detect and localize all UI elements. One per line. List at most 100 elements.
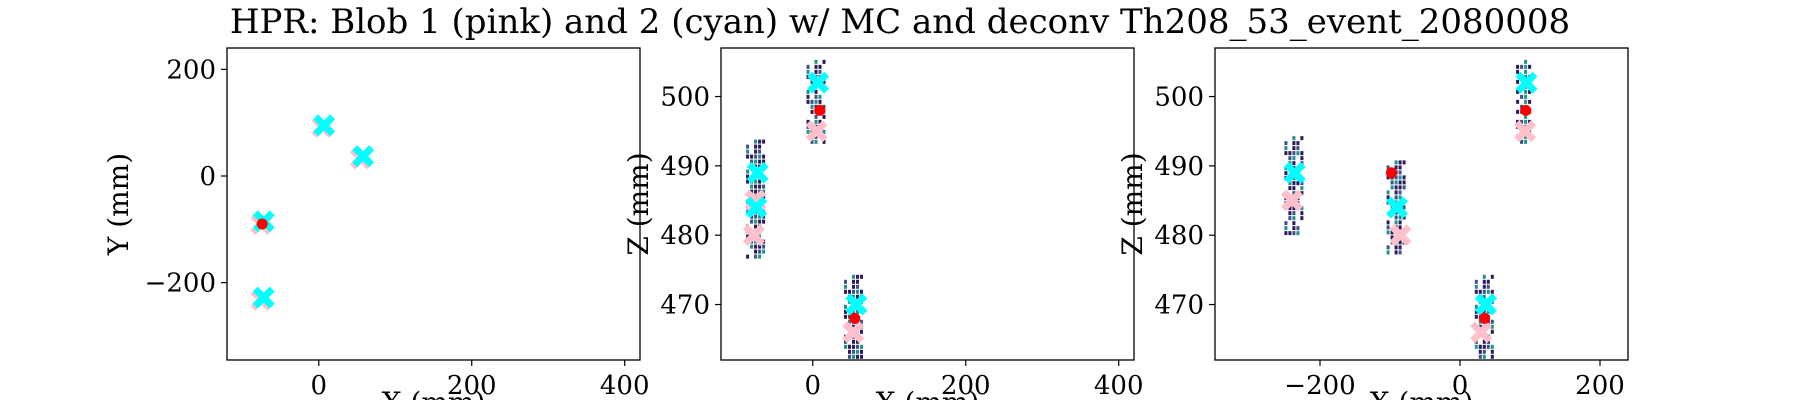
deconv-hit: [1398, 240, 1402, 245]
deconv-hit: [1490, 354, 1494, 359]
deconv-hit: [843, 344, 847, 349]
deconv-hit: [746, 169, 750, 174]
deconv-hit: [843, 314, 847, 319]
deconv-hit: [1300, 181, 1304, 186]
deconv-hit: [1394, 160, 1398, 165]
deconv-hit: [1300, 216, 1304, 221]
blob1-marker: [1470, 321, 1492, 344]
deconv-hit: [1386, 165, 1390, 170]
deconv-hit: [1386, 175, 1390, 180]
deconv-hit: [1296, 231, 1300, 236]
deconv-hit: [1300, 186, 1304, 191]
deconv-hit: [750, 184, 754, 189]
x-tick-label: −200: [1284, 371, 1355, 400]
deconv-hit: [762, 139, 766, 144]
deconv-hit: [1300, 211, 1304, 216]
deconv-hit: [1296, 146, 1300, 151]
deconv-hit: [814, 94, 818, 99]
deconv-hit: [1390, 230, 1394, 235]
x-axis-label: X (mm): [1370, 386, 1474, 400]
deconv-hit: [754, 254, 758, 259]
blob2-marker: [845, 293, 868, 316]
deconv-hit: [1292, 226, 1296, 231]
deconv-hit: [1284, 151, 1288, 156]
deconv-hit: [806, 94, 810, 99]
deconv-hit: [1516, 109, 1520, 114]
deconv-hit: [855, 289, 859, 294]
deconv-hit: [1402, 175, 1406, 180]
deconv-hit: [1486, 284, 1490, 289]
axes-frame: [1214, 47, 1629, 361]
deconv-hit: [1482, 339, 1486, 344]
y-axis-label: Z (mm): [622, 152, 655, 255]
deconv-hit: [758, 184, 762, 189]
blob1-marker: [742, 224, 765, 247]
deconv-hit: [1284, 226, 1288, 231]
deconv-hit: [1284, 171, 1288, 176]
deconv-hit: [750, 189, 754, 194]
deconv-hit: [750, 244, 754, 249]
mc-point: [814, 104, 826, 116]
deconv-hit: [1516, 79, 1520, 84]
deconv-hit: [859, 349, 863, 354]
deconv-hit: [1474, 284, 1478, 289]
deconv-hit: [1474, 289, 1478, 294]
deconv-hit: [1292, 221, 1296, 226]
deconv-hit: [1516, 89, 1520, 94]
deconv-hit: [746, 174, 750, 179]
mc-point: [849, 312, 861, 324]
deconv-hit: [814, 69, 818, 74]
y-tick-label: 0: [199, 162, 216, 192]
deconv-hit: [1386, 195, 1390, 200]
deconv-hit: [1524, 89, 1528, 94]
deconv-hit: [1524, 69, 1528, 74]
deconv-hit: [1288, 211, 1292, 216]
deconv-hit: [843, 309, 847, 314]
deconv-hit: [1490, 329, 1494, 334]
deconv-hit: [851, 349, 855, 354]
deconv-hit: [1288, 186, 1292, 191]
deconv-hit: [859, 289, 863, 294]
deconv-hit: [1288, 216, 1292, 221]
deconv-hits: [1284, 59, 1532, 359]
deconv-hit: [1288, 156, 1292, 161]
deconv-hit: [1292, 181, 1296, 186]
deconv-hit: [1474, 279, 1478, 284]
deconv-hit: [1482, 294, 1486, 299]
deconv-hit: [1288, 181, 1292, 186]
deconv-hits: [746, 59, 863, 359]
deconv-hit: [746, 144, 750, 149]
x-tick-label: 0: [311, 371, 328, 400]
deconv-hit: [855, 294, 859, 299]
blob1-marker: [842, 321, 865, 344]
x-axis-label: X (mm): [876, 386, 980, 400]
deconv-hit: [1284, 221, 1288, 226]
mc-point: [1520, 104, 1532, 116]
deconv-hit: [754, 154, 758, 159]
deconv-hit: [822, 104, 826, 109]
deconv-hit: [851, 289, 855, 294]
deconv-hit: [851, 279, 855, 284]
deconv-hit: [1482, 309, 1486, 314]
deconv-hit: [758, 149, 762, 154]
x-tick-label: 0: [805, 371, 822, 400]
deconv-hit: [855, 344, 859, 349]
blob1-marker: [1514, 120, 1537, 143]
deconv-hit: [1394, 220, 1398, 225]
x-tick-label: 0: [1452, 371, 1469, 400]
blob2-marker: [1386, 196, 1408, 219]
deconv-hit: [754, 139, 758, 144]
deconv-hit: [1486, 289, 1490, 294]
deconv-hit: [1524, 114, 1528, 119]
blob2-marker: [1474, 293, 1497, 316]
deconv-hit: [1284, 141, 1288, 146]
deconv-hit: [762, 244, 766, 249]
deconv-hit: [1390, 185, 1394, 190]
y-tick-label: −200: [145, 269, 216, 299]
deconv-hit: [1296, 226, 1300, 231]
deconv-hit: [1524, 64, 1528, 69]
deconv-hit: [806, 119, 810, 124]
deconv-hit: [758, 214, 762, 219]
axes-frame: [226, 47, 641, 361]
